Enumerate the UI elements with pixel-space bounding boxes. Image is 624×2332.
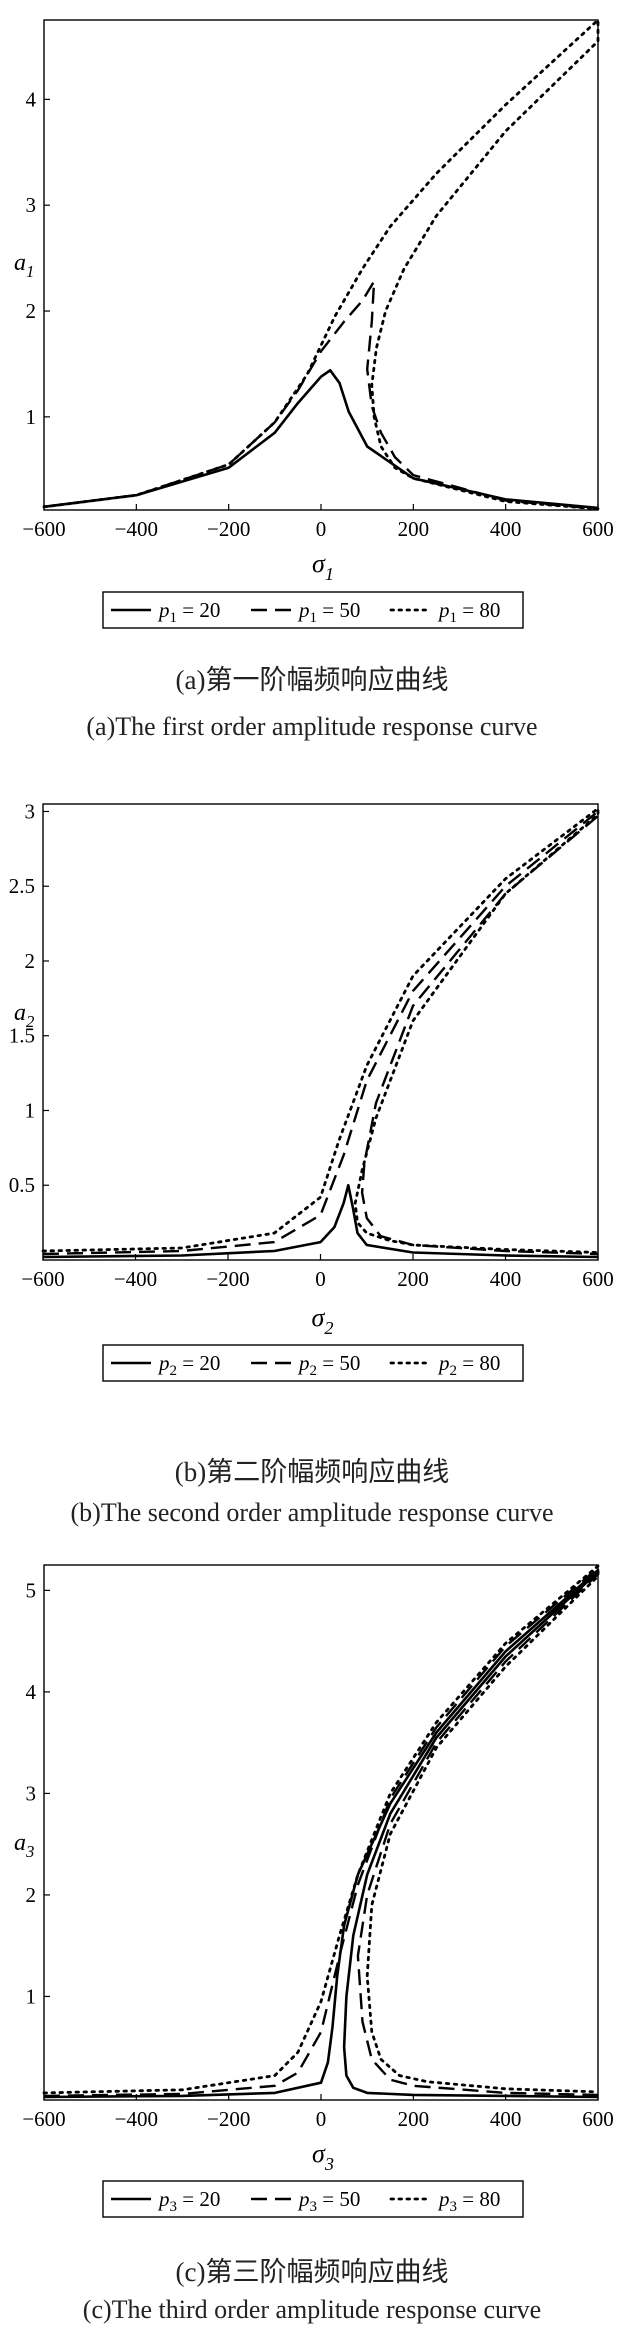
legend: p3 = 20 p3 = 50 p3 = 80 xyxy=(102,2180,524,2218)
y-axis-label: a3 xyxy=(14,1830,34,1861)
x-tick-label: −200 xyxy=(207,2107,250,2131)
y-tick-label: 2.5 xyxy=(9,874,35,898)
legend-label: p1 = 80 xyxy=(437,598,500,626)
x-tick-label: 600 xyxy=(582,1267,614,1291)
legend-box xyxy=(102,591,524,629)
caption-cn-a: (a)第一阶幅频响应曲线 xyxy=(175,665,449,695)
x-tick-label: 400 xyxy=(490,2107,522,2131)
x-tick-label: 200 xyxy=(397,1267,429,1291)
series-line-solid xyxy=(43,1568,600,2099)
x-tick-label: 0 xyxy=(315,1267,326,1291)
x-axis-label: σ2 xyxy=(312,1303,334,1338)
caption-cn-c: (c)第三阶幅频响应曲线 xyxy=(175,2257,449,2287)
x-tick-label: −400 xyxy=(115,2107,158,2131)
legend-label: p3 = 20 xyxy=(157,2187,220,2215)
series-line-dash xyxy=(43,280,599,511)
y-axis-label: a1 xyxy=(14,250,34,281)
x-tick-label: 400 xyxy=(490,517,522,541)
y-tick-label: 1.5 xyxy=(9,1024,35,1048)
plot-frame xyxy=(42,803,599,1261)
y-tick-label: 3 xyxy=(25,799,36,823)
legend-box xyxy=(102,2180,524,2218)
x-tick-label: −600 xyxy=(22,2107,65,2131)
legend-label: p2 = 50 xyxy=(297,1351,360,1379)
x-tick-label: 400 xyxy=(490,1267,522,1291)
y-tick-label: 1 xyxy=(25,1098,36,1122)
legend: p1 = 20 p1 = 50 p1 = 80 xyxy=(102,591,524,629)
legend-label: p1 = 20 xyxy=(157,598,220,626)
caption-en-c: (c)The third order amplitude response cu… xyxy=(82,2295,542,2324)
y-tick-label: 2 xyxy=(26,1883,37,1907)
x-axis-label: σ3 xyxy=(312,2139,334,2174)
y-tick-label: 4 xyxy=(26,1680,37,1704)
plot-frame xyxy=(43,19,599,511)
y-tick-label: 2 xyxy=(25,949,36,973)
series-line-solid xyxy=(42,1183,599,1259)
caption-en-a: (a)The first order amplitude response cu… xyxy=(86,712,538,741)
x-tick-label: 600 xyxy=(582,517,614,541)
y-tick-label: 1 xyxy=(26,1984,37,2008)
x-tick-label: −200 xyxy=(207,517,250,541)
x-tick-label: −400 xyxy=(115,517,158,541)
x-tick-label: 200 xyxy=(398,2107,430,2131)
x-tick-label: 600 xyxy=(582,2107,614,2131)
legend-label: p1 = 50 xyxy=(297,598,360,626)
legend-label: p3 = 50 xyxy=(297,2187,360,2215)
y-tick-label: 5 xyxy=(26,1578,37,1602)
caption-en-b: (b)The second order amplitude response c… xyxy=(70,1498,554,1527)
y-tick-label: 2 xyxy=(26,299,37,323)
chart-panel-b: −600 −400 −200 0 200 400 600 0.5 1 1.5 2 2.5 3 a2 σ2 p2… xyxy=(9,799,614,1382)
x-tick-label: −400 xyxy=(114,1267,157,1291)
series-line-dot xyxy=(42,18,600,511)
legend-label: p3 = 80 xyxy=(437,2187,500,2215)
y-tick-label: 0.5 xyxy=(9,1173,35,1197)
y-tick-label: 3 xyxy=(26,1781,37,1805)
plot-frame xyxy=(43,1564,599,2101)
y-tick-label: 1 xyxy=(26,405,37,429)
series-line-dash xyxy=(42,810,600,1256)
caption-cn-b: (b)第二阶幅频响应曲线 xyxy=(174,1457,450,1487)
x-tick-label: 200 xyxy=(398,517,430,541)
x-axis-label: σ1 xyxy=(312,549,334,584)
x-tick-label: −600 xyxy=(21,1267,64,1291)
series-line-dot xyxy=(41,807,600,1254)
legend: p2 = 20 p2 = 50 p2 = 80 xyxy=(102,1344,524,1382)
x-tick-label: 0 xyxy=(316,2107,327,2131)
series-line-dot xyxy=(42,1564,600,2095)
y-tick-label: 3 xyxy=(26,193,37,217)
x-tick-label: −200 xyxy=(206,1267,249,1291)
series-line-solid xyxy=(43,369,599,510)
legend-box xyxy=(102,1344,524,1382)
y-axis-label: a2 xyxy=(14,1000,35,1031)
x-tick-label: 0 xyxy=(316,517,327,541)
x-tick-label: −600 xyxy=(22,517,65,541)
y-tick-label: 4 xyxy=(26,87,37,111)
legend-label: p2 = 80 xyxy=(437,1351,500,1379)
legend-label: p2 = 20 xyxy=(157,1351,220,1379)
